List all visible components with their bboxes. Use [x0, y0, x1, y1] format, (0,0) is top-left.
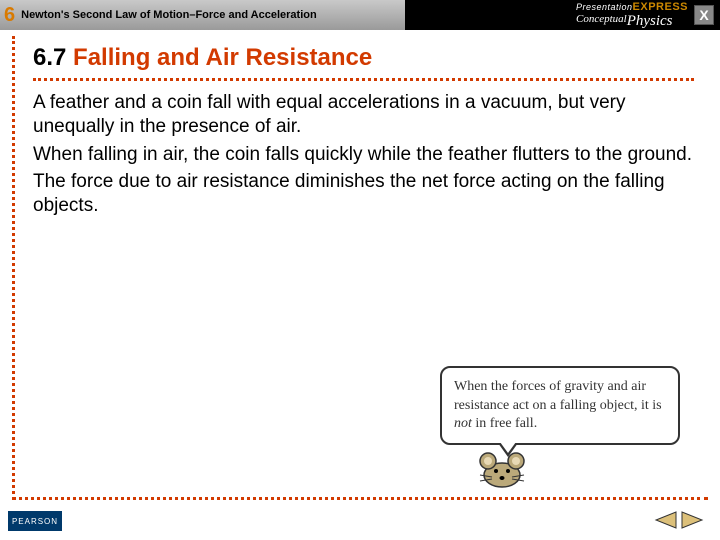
nav-arrows — [652, 510, 706, 530]
body-text: A feather and a coin fall with equal acc… — [33, 91, 694, 218]
brand-book: ConceptualPhysics — [576, 13, 688, 30]
brand-area: PresentationEXPRESS ConceptualPhysics X — [576, 1, 714, 30]
paragraph: A feather and a coin fall with equal acc… — [33, 91, 694, 139]
top-bar: 6 Newton's Second Law of Motion–Force an… — [0, 0, 720, 30]
chapter-title: Newton's Second Law of Motion–Force and … — [21, 9, 317, 21]
callout-pre: When the forces of gravity and air resis… — [454, 379, 662, 412]
callout-em: not — [454, 416, 472, 431]
paragraph: The force due to air resistance diminish… — [33, 170, 694, 218]
chapter-bar: 6 Newton's Second Law of Motion–Force an… — [0, 0, 405, 30]
brand-presentation: PresentationEXPRESS ConceptualPhysics — [576, 1, 688, 30]
brand-line1-pre: Presentation — [576, 2, 633, 12]
section-number: 6.7 — [33, 44, 66, 71]
prev-button[interactable] — [652, 510, 678, 530]
brand-book-prefix: Conceptual — [576, 13, 627, 25]
footer: PEARSON — [0, 504, 720, 540]
publisher-logo: PEARSON — [8, 509, 62, 531]
section-heading: Falling and Air Resistance — [73, 44, 372, 71]
section-title: 6.7 Falling and Air Resistance — [33, 44, 694, 81]
brand-book-main: Physics — [627, 13, 673, 29]
brand-line1-em: EXPRESS — [633, 1, 688, 13]
callout: When the forces of gravity and air resis… — [440, 366, 680, 445]
chapter-number: 6 — [4, 4, 15, 27]
speech-bubble: When the forces of gravity and air resis… — [440, 366, 680, 445]
next-button[interactable] — [680, 510, 706, 530]
close-button[interactable]: X — [694, 5, 714, 25]
paragraph: When falling in air, the coin falls quic… — [33, 143, 694, 167]
slide-content: 6.7 Falling and Air Resistance A feather… — [12, 36, 708, 500]
callout-post: in free fall. — [472, 416, 537, 431]
